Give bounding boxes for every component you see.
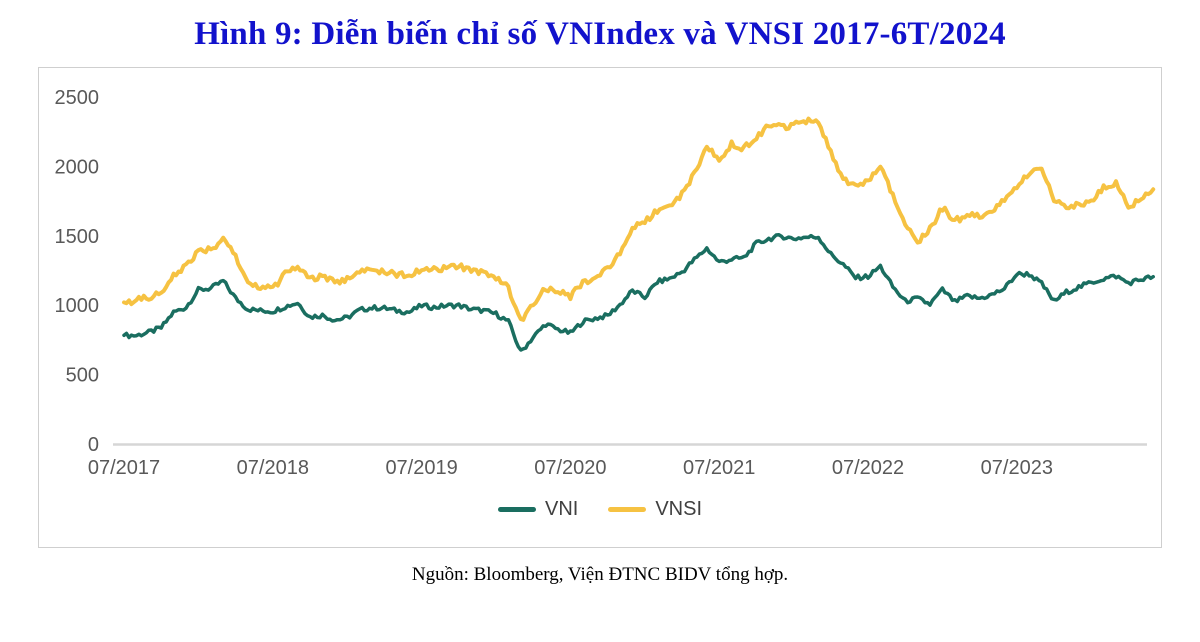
x-tick-label: 07/2019 <box>385 457 457 479</box>
legend-item-vnsi: VNSI <box>608 498 702 521</box>
y-tick-label: 1000 <box>55 295 100 317</box>
source-note: Nguồn: Bloomberg, Viện ĐTNC BIDV tổng hợ… <box>411 564 789 585</box>
x-tick-label: 07/2022 <box>832 457 904 479</box>
legend-label-vnsi: VNSI <box>655 498 703 520</box>
series-line-vni <box>122 232 1155 352</box>
y-tick-label: 500 <box>66 365 99 387</box>
figure-title: Hình 9: Diễn biến chỉ số VNIndex và VNSI… <box>194 16 1006 52</box>
line-chart: 0 500 1000 1500 2000 2500 07/2017 07/2018 07/201… <box>55 87 1156 479</box>
legend-swatch-vni <box>497 507 536 512</box>
y-tick-label: 2500 <box>55 87 100 109</box>
legend-swatch-vnsi <box>608 507 647 512</box>
x-tick-label: 07/2023 <box>981 457 1053 479</box>
y-tick-label: 2000 <box>55 156 100 178</box>
y-tick-label: 0 <box>88 434 99 456</box>
series-line-vnsi <box>122 116 1156 322</box>
chart-legend: VNI VNSI <box>39 486 1161 521</box>
chart-container: 0 500 1000 1500 2000 2500 07/2017 07/2018 07/201… <box>38 67 1162 548</box>
legend-label-vni: VNI <box>544 498 579 520</box>
x-tick-label: 07/2021 <box>683 457 755 479</box>
x-tick-label: 07/2017 <box>88 457 160 479</box>
legend-item-vni: VNI <box>497 498 579 521</box>
x-tick-label: 07/2018 <box>237 457 309 479</box>
y-tick-label: 1500 <box>55 226 100 248</box>
x-tick-label: 07/2020 <box>534 457 606 479</box>
